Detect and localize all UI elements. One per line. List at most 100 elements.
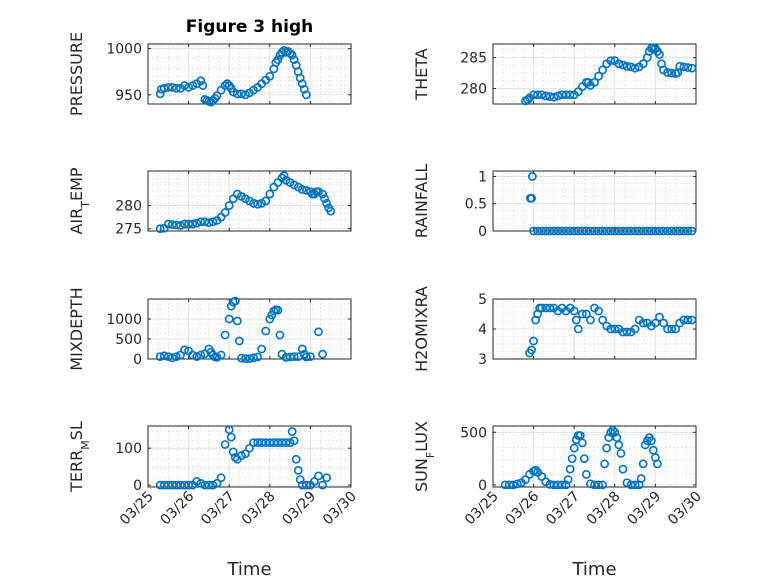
data-point [289,352,299,361]
data-point [155,224,165,234]
data-point [679,315,689,325]
data-point [561,90,571,100]
data-point [279,171,289,181]
data-point [301,352,311,362]
data-point [622,327,632,337]
data-point [590,77,599,87]
data-point [561,480,571,490]
data-point [192,477,202,486]
data-point [301,90,311,100]
data-point [646,436,656,446]
data-point [529,226,538,236]
y-axis-label: H2OMIXRA [412,286,431,372]
data-point [204,480,214,490]
data-point [579,454,589,464]
y-axis-label: MIXDEPTH [67,287,86,370]
data-point [287,427,297,436]
data-point [277,47,287,57]
axis-frame [147,43,352,105]
data-point [683,226,693,236]
y-tick-label: 500 [115,332,142,348]
data-point [159,480,169,490]
data-point [167,480,177,490]
axis-frame [492,43,697,105]
data-point [529,336,538,346]
data-point [577,226,587,236]
y-tick-label: 1000 [106,312,142,328]
data-point [533,90,543,100]
data-point [253,352,263,362]
data-point [277,438,287,448]
data-point [172,220,181,230]
data-point [571,315,581,325]
data-point [281,438,291,448]
data-point [230,296,240,306]
data-point [293,465,303,475]
data-point [590,226,599,236]
data-point [545,226,555,236]
data-point [683,63,693,72]
data-point [581,309,591,319]
data-point [610,226,620,236]
data-point [622,61,632,71]
data-point [269,438,279,448]
subplot-title: Figure 3 high [186,17,314,37]
data-point [163,219,173,229]
data-point [610,324,620,334]
data-point [616,448,626,458]
data-point [630,226,640,236]
data-point [184,480,193,490]
data-point [172,480,181,490]
data-point [295,73,305,83]
data-point [192,218,202,228]
x-axis-label: Time [571,559,616,580]
data-point [557,480,567,490]
data-point [610,427,620,437]
data-point [630,480,640,490]
data-point [261,438,271,448]
data-point [285,352,295,362]
data-point [646,226,656,236]
data-point [653,459,662,469]
data-point [234,336,244,346]
data-point [196,217,206,227]
data-point [598,315,608,325]
data-point [598,480,608,490]
y-tick-label: 5 [478,292,487,308]
data-point [297,79,307,89]
data-point [565,226,575,236]
data-point [618,327,628,337]
data-point [533,226,543,236]
data-point [184,82,193,92]
data-point [541,303,551,313]
data-point [527,172,537,181]
y-axis-label: SUNFLUX [412,421,437,492]
data-point [220,440,230,449]
data-point [289,55,299,65]
y-tick-label: 1 [478,169,487,185]
data-point [295,475,305,485]
data-point [265,189,275,199]
data-point [565,464,575,474]
data-point [663,68,672,77]
data-point [318,189,327,199]
data-point [630,324,640,334]
data-point [216,473,226,483]
y-tick-label: 0 [478,224,487,240]
data-point [606,324,616,334]
y-axis-label: THETA [412,48,431,100]
data-point [180,81,189,90]
h2omixra-subplot: 3 4 5 H2OMIXRA [412,286,697,372]
data-point [200,217,210,227]
data-point [261,196,271,206]
data-point [618,60,628,70]
data-point [679,226,689,236]
data-point [545,303,555,313]
data-point [196,350,206,360]
data-point [642,226,652,236]
data-point [622,226,632,236]
data-point [253,199,263,209]
data-point [301,185,311,195]
data-point [508,480,518,490]
data-point [291,454,301,464]
